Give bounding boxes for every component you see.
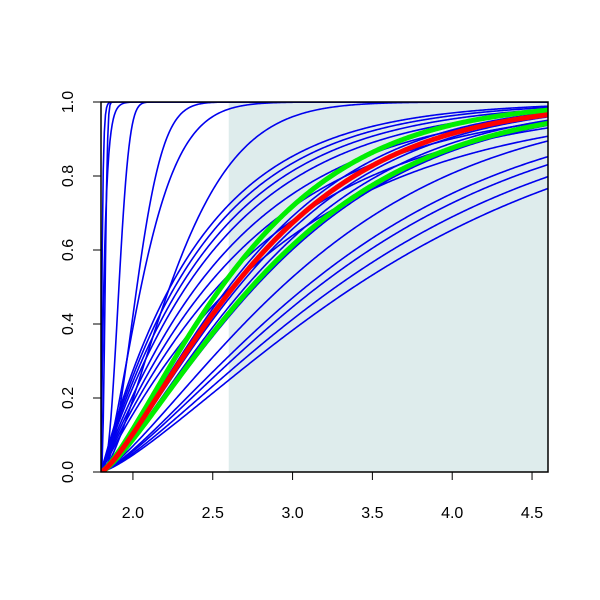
series-line-blue-16: [101, 155, 548, 472]
y-axis: 0.0 0.2 0.4 0.6 0.8 1.0: [60, 91, 102, 483]
series-line-blue-20: [101, 119, 548, 472]
series-line-blue-7: [101, 135, 548, 472]
x-axis: 2.0 2.5 3.0 3.5 4.0 4.5: [122, 471, 543, 522]
x-tick-label: 4.5: [521, 505, 543, 522]
series-line-blue-19: [101, 187, 548, 472]
x-tick-label: 3.0: [281, 505, 303, 522]
x-tick-label: 4.0: [441, 505, 463, 522]
series-group: [101, 102, 548, 472]
y-tick-label: 1.0: [60, 91, 77, 113]
series-line-blue-4: [101, 102, 548, 472]
series-line-blue-17: [101, 163, 548, 472]
series-line-blue-14: [101, 105, 548, 472]
series-line-green-24: [101, 107, 548, 472]
series-line-blue-9: [101, 120, 548, 472]
y-tick-label: 0.0: [60, 461, 77, 483]
y-tick-label: 0.4: [60, 313, 77, 335]
series-line-blue-12: [101, 108, 548, 472]
series-line-red-26: [101, 112, 548, 472]
series-line-blue-18: [101, 175, 548, 472]
series-line-blue-13: [101, 106, 548, 472]
y-tick-label: 0.8: [60, 165, 77, 187]
y-tick-label: 0.2: [60, 387, 77, 409]
x-tick-label: 2.0: [122, 505, 144, 522]
plot-area: [100, 101, 549, 473]
x-tick-label: 3.5: [361, 505, 383, 522]
x-tick-label: 2.5: [202, 505, 224, 522]
series-line-green-25: [101, 120, 548, 472]
series-line-blue-15: [101, 140, 548, 472]
y-tick-label: 0.6: [60, 239, 77, 261]
